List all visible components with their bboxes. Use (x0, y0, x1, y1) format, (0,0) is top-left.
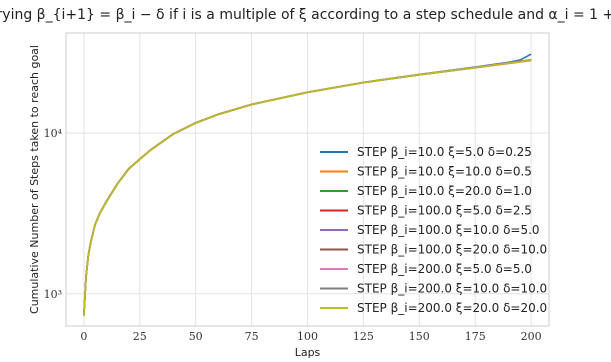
legend-label: STEP β_i=100.0 ξ=20.0 δ=10.0 (357, 243, 547, 257)
y-tick-label: 10⁴ (44, 127, 63, 140)
y-tick-label: 10³ (44, 288, 62, 301)
chart-title: Varying β_{i+1} = β_i − δ if i is a mult… (0, 7, 611, 23)
legend-label: STEP β_i=200.0 ξ=5.0 δ=5.0 (357, 262, 532, 276)
legend-label: STEP β_i=10.0 ξ=20.0 δ=1.0 (357, 184, 532, 198)
x-tick-label: 125 (353, 330, 374, 343)
legend-label: STEP β_i=100.0 ξ=5.0 δ=2.5 (357, 204, 532, 218)
y-axis-label: Cumulative Number of Steps taken to reac… (28, 45, 41, 314)
x-axis-ticks: 0 25 50 75 100 125 150 175 200 (80, 330, 541, 343)
x-axis-label: Laps (295, 346, 321, 359)
legend-label: STEP β_i=10.0 ξ=10.0 δ=0.5 (357, 165, 532, 179)
x-tick-label: 150 (409, 330, 430, 343)
x-tick-label: 50 (189, 330, 203, 343)
legend-label: STEP β_i=10.0 ξ=5.0 δ=0.25 (357, 145, 532, 159)
legend-label: STEP β_i=200.0 ξ=10.0 δ=10.0 (357, 282, 547, 296)
plot-frame (65, 32, 550, 327)
series-lines (83, 53, 532, 316)
x-tick-label: 0 (80, 330, 87, 343)
legend-label: STEP β_i=200.0 ξ=20.0 δ=20.0 (357, 301, 547, 315)
x-tick-label: 75 (245, 330, 259, 343)
series-line-9 (83, 59, 532, 316)
x-tick-label: 200 (521, 330, 542, 343)
legend: STEP β_i=10.0 ξ=5.0 δ=0.25 STEP β_i=10.0 … (320, 145, 547, 315)
x-tick-label: 175 (465, 330, 486, 343)
x-tick-label: 25 (133, 330, 147, 343)
legend-label: STEP β_i=100.0 ξ=10.0 δ=5.0 (357, 223, 540, 237)
x-tick-label: 100 (297, 330, 318, 343)
y-axis-ticks: 10³ 10⁴ (44, 127, 63, 301)
